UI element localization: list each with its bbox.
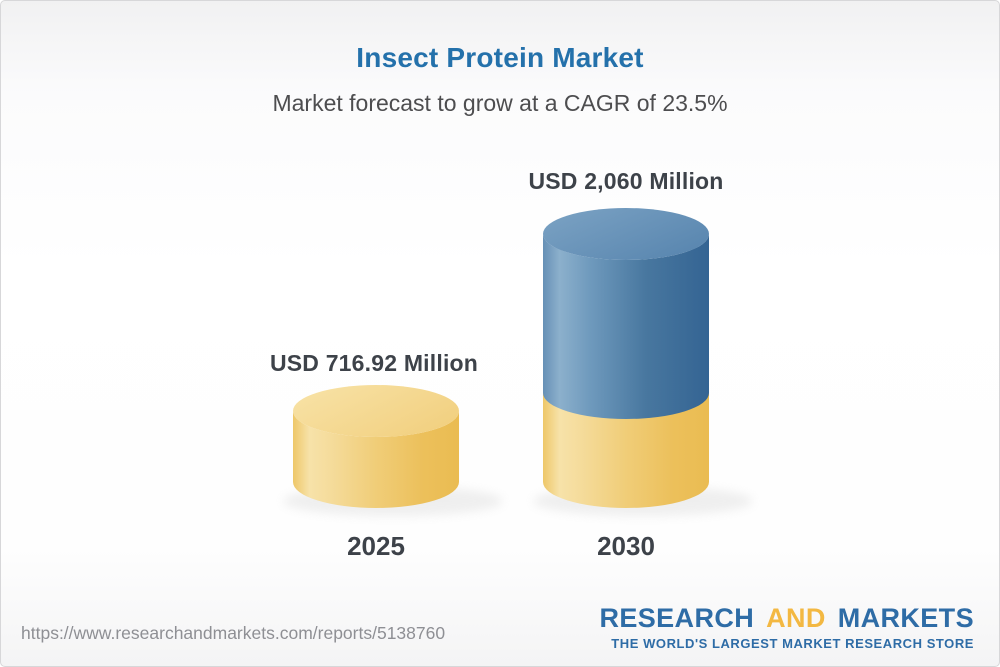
value-label-2025: USD 716.92 Million bbox=[269, 350, 479, 376]
bar-2025-cylinder-top bbox=[293, 385, 459, 437]
logo-word-markets: MARKETS bbox=[837, 603, 974, 633]
research-and-markets-logo: RESEARCH AND MARKETS THE WORLD'S LARGEST… bbox=[599, 603, 974, 651]
report-url: https://www.researchandmarkets.com/repor… bbox=[21, 623, 446, 643]
value-label-2030: USD 2,060 Million bbox=[528, 168, 724, 194]
bar-2030-blue-segment bbox=[543, 234, 709, 419]
logo-tagline: THE WORLD'S LARGEST MARKET RESEARCH STOR… bbox=[611, 636, 974, 651]
category-label-2025: 2025 bbox=[347, 531, 405, 561]
bar-2030-cylinder-top bbox=[543, 208, 709, 260]
chart-header: Insect Protein Market Market forecast to… bbox=[1, 1, 999, 117]
page-title: Insect Protein Market bbox=[356, 42, 644, 73]
logo-wordmark: RESEARCH AND MARKETS bbox=[599, 603, 974, 634]
bar-2030-yellow-segment bbox=[543, 391, 709, 508]
page-subtitle: Market forecast to grow at a CAGR of 23.… bbox=[272, 90, 728, 116]
category-label-2030: 2030 bbox=[597, 531, 655, 561]
bar-2025-cylinder-body bbox=[293, 411, 459, 508]
logo-word-research: RESEARCH bbox=[599, 603, 755, 633]
logo-word-and: AND bbox=[766, 603, 826, 633]
